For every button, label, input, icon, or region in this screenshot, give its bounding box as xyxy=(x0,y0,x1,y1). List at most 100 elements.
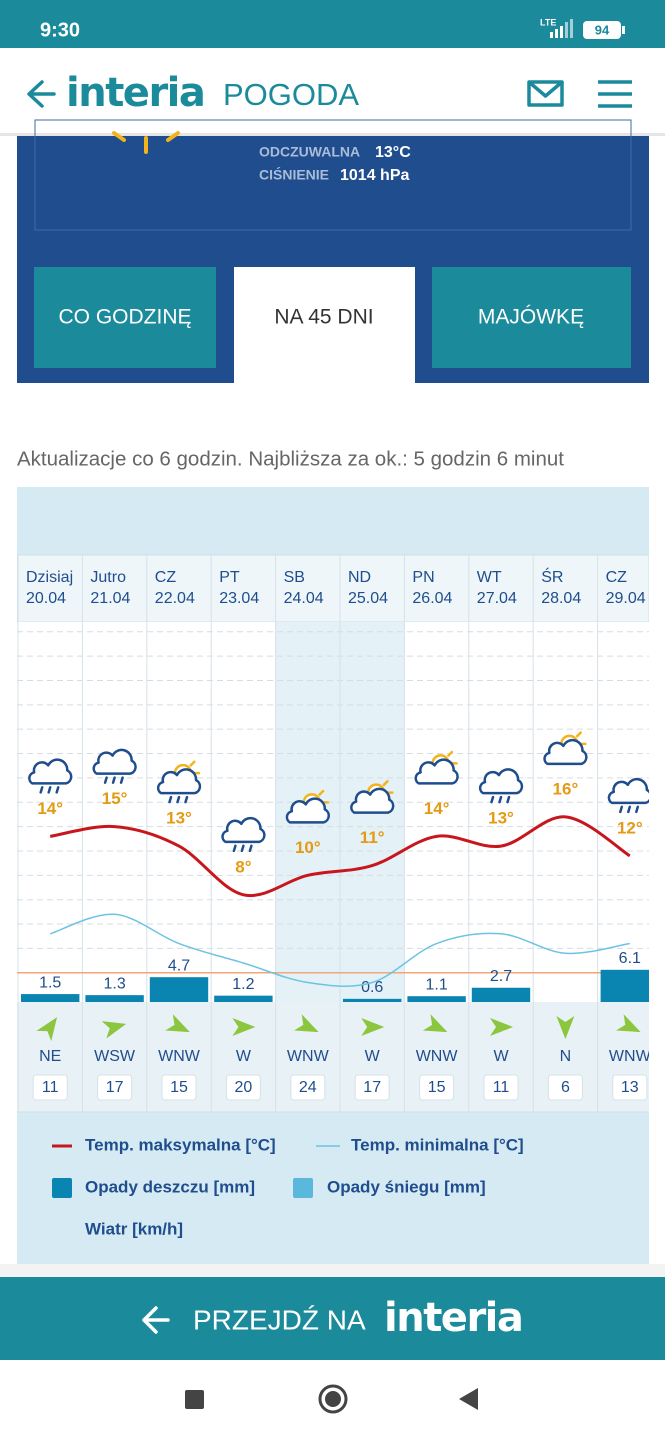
wind-direction: WNW xyxy=(287,1048,330,1065)
tab-active[interactable] xyxy=(234,267,415,383)
temp-label: 11° xyxy=(360,828,385,847)
wind-arrow xyxy=(490,1018,513,1036)
wind-direction: W xyxy=(493,1048,509,1065)
day-name: Dzisiaj xyxy=(26,569,73,586)
recent-apps-button[interactable] xyxy=(185,1390,204,1409)
battery-level: 94 xyxy=(595,22,610,37)
cloud xyxy=(156,768,202,795)
rain-drop xyxy=(111,776,116,784)
legend-swatch xyxy=(293,1178,313,1198)
day-name: CZ xyxy=(606,569,628,586)
rain-drop xyxy=(55,786,60,794)
wind-arrow xyxy=(616,1014,641,1033)
wind-arrow xyxy=(361,1018,385,1036)
weather-icon xyxy=(414,750,459,785)
temp-label: 16° xyxy=(553,779,579,798)
wind-direction: WSW xyxy=(94,1048,136,1065)
feels-like-label: ODCZUWALNA xyxy=(259,144,360,160)
day-date: 23.04 xyxy=(219,590,259,607)
tab[interactable] xyxy=(34,267,216,368)
precip-label: 1.2 xyxy=(232,976,254,993)
wind-direction: WNW xyxy=(158,1048,201,1065)
weather-icon xyxy=(350,780,395,814)
clock: 9:30 xyxy=(40,19,80,41)
home-button-dot[interactable] xyxy=(325,1391,341,1407)
tab-label[interactable]: NA 45 DNI xyxy=(274,306,373,329)
day-date: 27.04 xyxy=(477,590,517,607)
temp-label: 13° xyxy=(166,809,192,828)
rain-drop xyxy=(39,786,44,794)
cloud xyxy=(478,768,524,795)
wind-speed: 17 xyxy=(106,1079,124,1096)
tab-label[interactable]: CO GODZINĘ xyxy=(58,306,191,329)
day-date: 28.04 xyxy=(541,590,581,607)
rain-drop xyxy=(103,776,108,784)
weather-icon xyxy=(285,789,330,824)
wind-speed-box xyxy=(97,1074,133,1101)
mail-button[interactable] xyxy=(527,80,564,107)
footer-link[interactable] xyxy=(0,1277,665,1360)
wind-speed-box xyxy=(547,1074,583,1101)
footer-logo[interactable]: interia xyxy=(384,1295,524,1341)
day-date: 24.04 xyxy=(284,590,324,607)
wind-speed: 17 xyxy=(363,1079,381,1096)
wind-arrow xyxy=(422,1014,448,1033)
temp-line xyxy=(49,815,631,898)
footer-arrow[interactable] xyxy=(142,1306,170,1334)
tab-label[interactable]: MAJÓWKĘ xyxy=(478,306,584,329)
precip-bar xyxy=(214,995,273,1002)
wind-arrow xyxy=(101,1021,127,1039)
wind-speed-box xyxy=(419,1074,455,1101)
wind-speed: 20 xyxy=(235,1079,253,1096)
logo[interactable]: interia xyxy=(66,70,206,116)
day-date: 20.04 xyxy=(26,590,66,607)
menu-button[interactable] xyxy=(598,80,632,108)
rain-drop xyxy=(47,786,52,794)
tab[interactable] xyxy=(432,267,631,368)
wind-speed-box xyxy=(32,1074,68,1101)
day-date: 21.04 xyxy=(90,590,130,607)
rain-drop xyxy=(627,805,632,814)
wind-speed-box xyxy=(612,1074,648,1101)
wind-speed-box xyxy=(161,1074,197,1101)
sun-ray xyxy=(189,760,196,767)
wind-arrow xyxy=(556,1016,575,1039)
footer-text[interactable]: PRZEJDŹ NA xyxy=(193,1304,366,1335)
day-date: 22.04 xyxy=(155,590,195,607)
weather-icon xyxy=(478,768,524,804)
day-name: PT xyxy=(219,569,240,586)
wind-arrow xyxy=(294,1014,319,1033)
day-name: SB xyxy=(284,569,305,586)
precip-bar xyxy=(600,969,649,1002)
back-button[interactable] xyxy=(27,80,56,108)
chart: Dzisiaj 20.04 Jutro 21.04 CZ 22.04 PT 23.04 SB 24… xyxy=(17,554,649,1238)
wind-direction: N xyxy=(560,1048,572,1065)
precip-bar xyxy=(21,994,80,1002)
day-date: 26.04 xyxy=(412,590,452,607)
rain-drop xyxy=(168,795,173,804)
wind-speed-box xyxy=(225,1074,261,1101)
temp-label: 13° xyxy=(488,809,514,828)
legend-swatch xyxy=(52,1178,72,1198)
back-nav-button[interactable] xyxy=(459,1388,478,1410)
rain-drop xyxy=(635,805,640,814)
weather-icon xyxy=(221,816,266,853)
home-button[interactable] xyxy=(318,1384,348,1414)
rain-drop xyxy=(506,795,511,804)
temp-label: 12° xyxy=(617,818,643,837)
pressure-label: CIŚNIENIE xyxy=(259,166,329,183)
precip-bar xyxy=(471,987,531,1002)
signal-icon xyxy=(550,19,573,38)
battery-tip xyxy=(622,26,625,34)
wind-speed: 15 xyxy=(428,1079,446,1096)
pressure-value: 1014 hPa xyxy=(340,167,409,184)
day-row xyxy=(17,554,649,623)
network: LTE xyxy=(540,17,556,27)
cloud xyxy=(607,777,649,805)
weather-icon xyxy=(543,731,588,766)
cloud xyxy=(414,758,459,785)
precip-bar xyxy=(407,996,466,1002)
precip-bar xyxy=(343,998,402,1002)
